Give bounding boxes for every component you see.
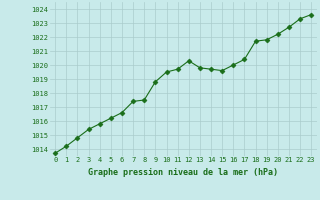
X-axis label: Graphe pression niveau de la mer (hPa): Graphe pression niveau de la mer (hPa) <box>88 168 278 177</box>
